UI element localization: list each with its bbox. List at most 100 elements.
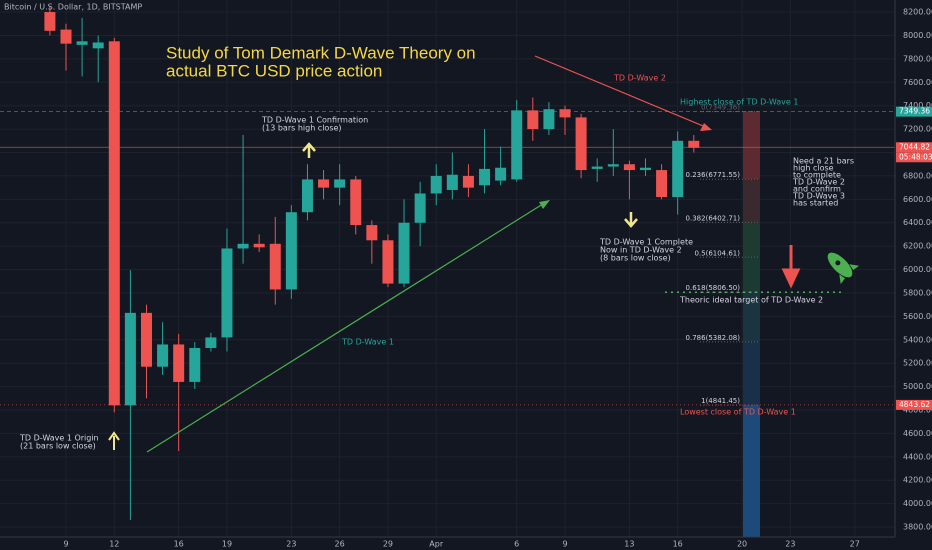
study-title: Study of Tom Demark D-Wave Theory on bbox=[166, 43, 476, 62]
candle-body bbox=[285, 212, 297, 290]
candle-body bbox=[656, 170, 668, 197]
candle-body bbox=[430, 175, 442, 194]
x-tick-label: 12 bbox=[109, 540, 119, 549]
x-tick-label: 23 bbox=[286, 540, 296, 549]
annotation: Need a 21 bars bbox=[793, 157, 854, 166]
y-tick-label: 5600.00 bbox=[903, 312, 932, 321]
annotation: TD D-Wave 1 bbox=[341, 338, 394, 347]
candle-body bbox=[623, 164, 635, 171]
x-tick-label: 6 bbox=[514, 540, 519, 549]
candle-body bbox=[221, 248, 233, 338]
candle-body bbox=[205, 337, 217, 348]
y-tick-label: 3800.00 bbox=[903, 523, 932, 532]
annotation: Theoric ideal target of TD D-Wave 2 bbox=[679, 296, 823, 305]
candle-body bbox=[301, 179, 313, 213]
price-label-box bbox=[896, 106, 932, 117]
fib-label: 0.5(6104.61) bbox=[694, 249, 740, 257]
candle-body bbox=[672, 140, 684, 197]
annotation: TD D-Wave 2 bbox=[792, 178, 845, 187]
candles bbox=[44, 6, 700, 521]
y-tick-label: 7400.00 bbox=[903, 101, 932, 110]
price-lines bbox=[0, 111, 895, 406]
y-tick-label: 5200.00 bbox=[903, 359, 932, 368]
y-tick-label: 4600.00 bbox=[903, 429, 932, 438]
candle-body bbox=[639, 167, 651, 171]
candle-body bbox=[366, 225, 378, 241]
y-tick-label: 7600.00 bbox=[903, 78, 932, 87]
x-tick-label: Apr bbox=[429, 540, 444, 549]
candle-body bbox=[607, 164, 619, 167]
x-tick-label: 16 bbox=[673, 540, 683, 549]
fib-label: 0.236(6771.55) bbox=[686, 171, 741, 179]
y-tick-label: 6400.00 bbox=[903, 218, 932, 227]
candle-body bbox=[92, 42, 104, 49]
y-tick-label: 4800.00 bbox=[903, 406, 932, 415]
annotation: high close bbox=[793, 164, 834, 173]
x-tick-label: 26 bbox=[335, 540, 345, 549]
y-tick-label: 8200.00 bbox=[903, 8, 932, 17]
price-label-box bbox=[896, 399, 932, 410]
candle-body bbox=[269, 243, 281, 290]
candle-body bbox=[479, 168, 491, 186]
fib-zone bbox=[743, 341, 760, 406]
down-arrow bbox=[624, 212, 638, 228]
y-tick-label: 7200.00 bbox=[903, 125, 932, 134]
y-tick-label: 7800.00 bbox=[903, 54, 932, 63]
annotation: TD D-Wave 2 bbox=[613, 74, 666, 83]
up-arrow bbox=[302, 142, 316, 158]
annotation: (21 bars low close) bbox=[20, 442, 96, 451]
x-tick-label: 19 bbox=[222, 540, 232, 549]
fib-label: 0.382(6402.71) bbox=[686, 214, 741, 222]
candle-body bbox=[140, 312, 152, 367]
candle-body bbox=[511, 110, 523, 180]
x-tick-label: 16 bbox=[174, 540, 184, 549]
annotation: (8 bars low close) bbox=[600, 254, 671, 263]
y-tick-label: 6600.00 bbox=[903, 195, 932, 204]
x-tick-label: 9 bbox=[562, 540, 567, 549]
fib-zone bbox=[743, 179, 760, 223]
y-tick-label: 4400.00 bbox=[903, 452, 932, 461]
annotation: TD D-Wave 1 Origin bbox=[19, 434, 99, 443]
y-tick-label: 6800.00 bbox=[903, 171, 932, 180]
x-tick-label: 27 bbox=[850, 540, 860, 549]
arrow-head bbox=[700, 123, 712, 131]
candle-body bbox=[124, 312, 136, 406]
candle-body bbox=[189, 347, 201, 382]
candle-body bbox=[527, 110, 539, 130]
y-tick-label: 5400.00 bbox=[903, 335, 932, 344]
annotation: TD D-Wave 1 Confirmation bbox=[261, 116, 368, 125]
annotation: Highest close of TD D-Wave 1 bbox=[680, 98, 798, 107]
candle-body bbox=[688, 140, 700, 148]
candle-body bbox=[60, 29, 72, 44]
fib-zone bbox=[743, 257, 760, 293]
candle-body bbox=[543, 109, 555, 130]
y-tick-label: 4200.00 bbox=[903, 476, 932, 485]
down-arrow bbox=[781, 245, 801, 289]
candle-body bbox=[237, 243, 249, 249]
y-tick-label: 6200.00 bbox=[903, 242, 932, 251]
price-axis bbox=[895, 0, 932, 550]
candle-body bbox=[253, 243, 265, 248]
x-tick-label: 9 bbox=[63, 540, 68, 549]
annotation: TD D-Wave 3 bbox=[792, 192, 845, 201]
rocket-icon bbox=[827, 252, 860, 285]
price-label: 4843.62 bbox=[899, 400, 930, 409]
annotation: TD D-Wave 1 Complete bbox=[599, 238, 693, 247]
drawings bbox=[108, 55, 860, 453]
fib-zone bbox=[743, 111, 760, 180]
y-tick-label: 6000.00 bbox=[903, 265, 932, 274]
candle-body bbox=[398, 222, 410, 284]
candle-body bbox=[108, 41, 120, 406]
study-title: actual BTC USD price action bbox=[166, 61, 382, 80]
annotation: and confirm bbox=[793, 185, 841, 194]
x-tick-label: 20 bbox=[737, 540, 747, 549]
price-label: 7044.82 bbox=[899, 142, 930, 151]
fib-label: 0(7349.36) bbox=[701, 104, 740, 112]
annotation: has started bbox=[793, 199, 838, 208]
candle-body bbox=[44, 12, 56, 31]
y-tick-label: 5000.00 bbox=[903, 382, 932, 391]
fib-zone bbox=[743, 222, 760, 258]
price-label: 7349.36 bbox=[899, 107, 930, 116]
